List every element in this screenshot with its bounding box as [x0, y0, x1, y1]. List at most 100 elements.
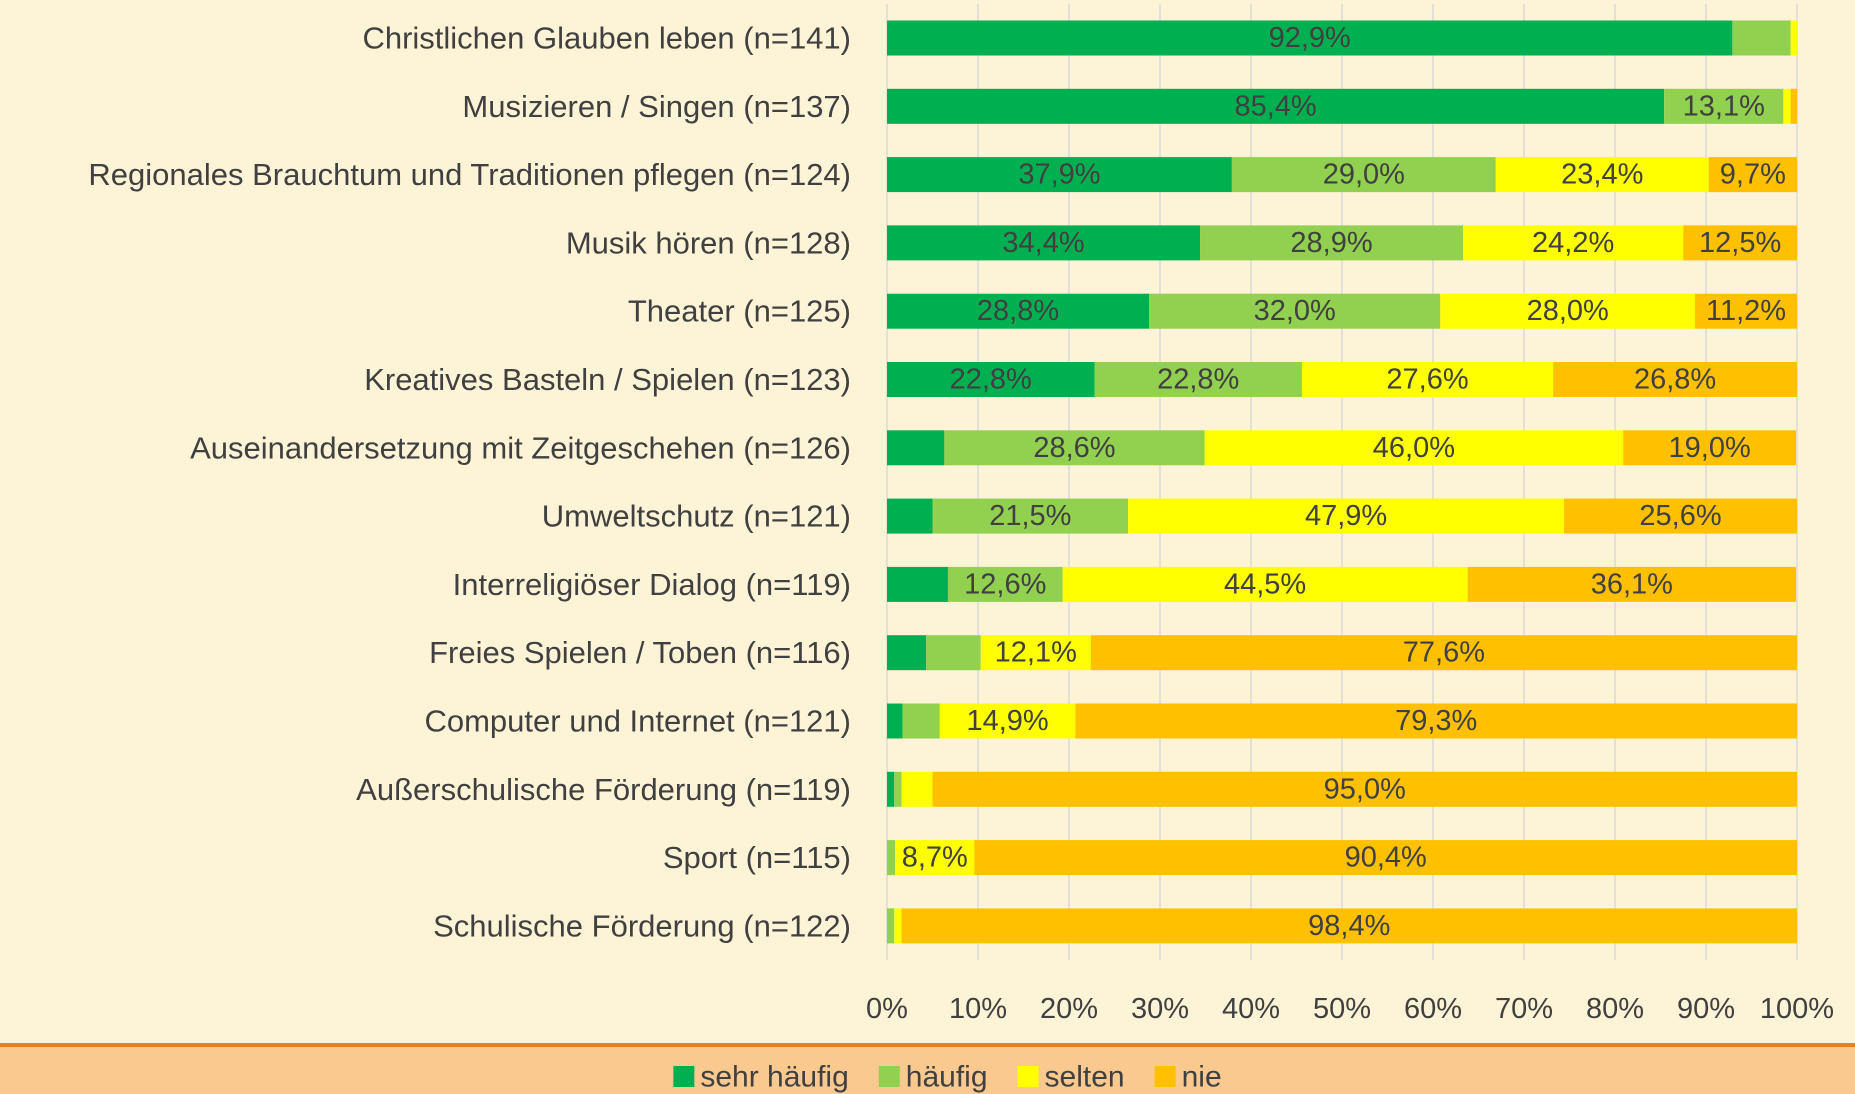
bar-segment: [932, 498, 1129, 534]
bar-segment: [1564, 498, 1797, 534]
x-tick-label: 60%: [1404, 993, 1462, 1025]
data-label: 14,9%: [966, 705, 1048, 737]
legend-swatch: [1017, 1066, 1039, 1087]
bar-segment: [1623, 430, 1797, 466]
x-tick-label: 100%: [1760, 993, 1834, 1025]
y-tick-label: Freies Spielen / Toben (n=116): [429, 635, 851, 670]
data-label: 37,9%: [1018, 159, 1100, 191]
bar-segment: [1683, 225, 1797, 261]
bar-segment: [887, 430, 945, 466]
y-tick-label: Kreatives Basteln / Spielen (n=123): [364, 362, 851, 397]
bar-segment: [1128, 498, 1565, 534]
bar-segment: [887, 566, 948, 602]
legend-label: häufig: [906, 1061, 988, 1094]
bar-segment: [974, 840, 1797, 876]
bar-segment: [887, 703, 903, 739]
bar-segment: [887, 498, 933, 534]
data-label: 77,6%: [1403, 637, 1485, 669]
bar-segment: [1200, 225, 1464, 261]
x-tick-label: 90%: [1677, 993, 1735, 1025]
y-tick-label: Schulische Förderung (n=122): [433, 908, 851, 943]
bar-segment: [932, 771, 1797, 807]
x-tick-label: 40%: [1222, 993, 1280, 1025]
bar-segment: [895, 840, 975, 876]
bar-segment: [1664, 88, 1784, 124]
bar-segment: [1075, 703, 1797, 739]
x-tick-label: 30%: [1131, 993, 1189, 1025]
data-label: 34,4%: [1002, 227, 1084, 259]
data-label: 29,0%: [1323, 159, 1405, 191]
x-tick-label: 80%: [1586, 993, 1644, 1025]
data-label: 46,0%: [1373, 432, 1455, 464]
bar-segment: [1495, 157, 1709, 193]
data-label: 36,1%: [1591, 568, 1673, 600]
bar-segment: [1062, 566, 1468, 602]
bar-segment: [887, 840, 896, 876]
bar-segment: [947, 566, 1063, 602]
y-tick-label: Regionales Brauchtum und Traditionen pfl…: [88, 157, 851, 192]
legend-swatch: [878, 1066, 900, 1087]
bar-segment: [901, 908, 1797, 944]
bar-segment: [1695, 293, 1797, 329]
data-label: 98,4%: [1308, 910, 1390, 942]
data-label: 28,8%: [977, 295, 1059, 327]
legend-label: sehr häufig: [700, 1061, 848, 1094]
bar-segment: [944, 430, 1205, 466]
bar-segment: [1094, 362, 1302, 397]
bar-segment: [1463, 225, 1684, 261]
bar-segment: [1467, 566, 1797, 602]
bar-segment: [1790, 20, 1797, 56]
y-tick-label: Sport (n=115): [663, 840, 851, 875]
bar-segment: [939, 703, 1076, 739]
data-label: 21,5%: [989, 500, 1071, 532]
data-label: 44,5%: [1224, 568, 1306, 600]
bar-segment: [1553, 362, 1797, 397]
data-label: 12,6%: [964, 568, 1046, 600]
data-label: 22,8%: [950, 364, 1032, 396]
bar-segment: [887, 635, 927, 671]
y-tick-label: Interreligiöser Dialog (n=119): [453, 567, 851, 602]
bar-segment: [887, 225, 1201, 261]
data-label: 47,9%: [1305, 500, 1387, 532]
data-label: 92,9%: [1269, 22, 1351, 54]
data-label: 90,4%: [1345, 842, 1427, 874]
bar-segment: [901, 771, 933, 807]
data-label: 24,2%: [1532, 227, 1614, 259]
bar-segment: [1783, 88, 1791, 124]
x-tick-label: 0%: [866, 993, 908, 1025]
data-label: 9,7%: [1720, 159, 1786, 191]
bar-segment: [887, 157, 1232, 193]
bar-segment: [902, 703, 940, 739]
y-tick-label: Auseinandersetzung mit Zeitgeschehen (n=…: [190, 430, 851, 465]
data-label: 32,0%: [1254, 295, 1336, 327]
y-tick-label: Computer und Internet (n=121): [424, 704, 851, 739]
bar-segment: [926, 635, 981, 671]
bar-segment: [1440, 293, 1696, 329]
y-tick-label: Umweltschutz (n=121): [542, 499, 851, 534]
data-label: 28,6%: [1033, 432, 1115, 464]
data-label: 28,9%: [1290, 227, 1372, 259]
x-tick-label: 50%: [1313, 993, 1371, 1025]
y-tick-label: Christlichen Glauben leben (n=141): [362, 21, 851, 56]
bar-segment: [1204, 430, 1624, 466]
data-label: 27,6%: [1386, 364, 1468, 396]
x-tick-label: 10%: [949, 993, 1007, 1025]
data-label: 22,8%: [1157, 364, 1239, 396]
bar-segment: [1301, 362, 1554, 397]
data-label: 13,1%: [1683, 90, 1765, 122]
data-label: 19,0%: [1669, 432, 1751, 464]
x-tick-label: 70%: [1495, 993, 1553, 1025]
data-label: 12,5%: [1699, 227, 1781, 259]
data-label: 12,1%: [995, 637, 1077, 669]
bar-segment: [1790, 88, 1797, 124]
data-label: 8,7%: [902, 842, 968, 874]
y-tick-label: Außerschulische Förderung (n=119): [356, 772, 851, 807]
data-label: 79,3%: [1395, 705, 1477, 737]
bar-segment: [1708, 157, 1797, 193]
y-tick-label: Theater (n=125): [628, 294, 851, 329]
bar-segment: [980, 635, 1091, 671]
bar-segment: [887, 20, 1733, 56]
data-label: 23,4%: [1561, 159, 1643, 191]
bar-segment: [1090, 635, 1797, 671]
